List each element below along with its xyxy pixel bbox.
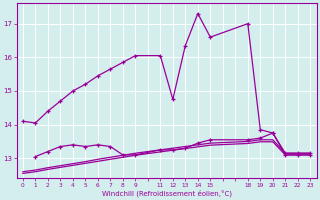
X-axis label: Windchill (Refroidissement éolien,°C): Windchill (Refroidissement éolien,°C) [101, 189, 232, 197]
